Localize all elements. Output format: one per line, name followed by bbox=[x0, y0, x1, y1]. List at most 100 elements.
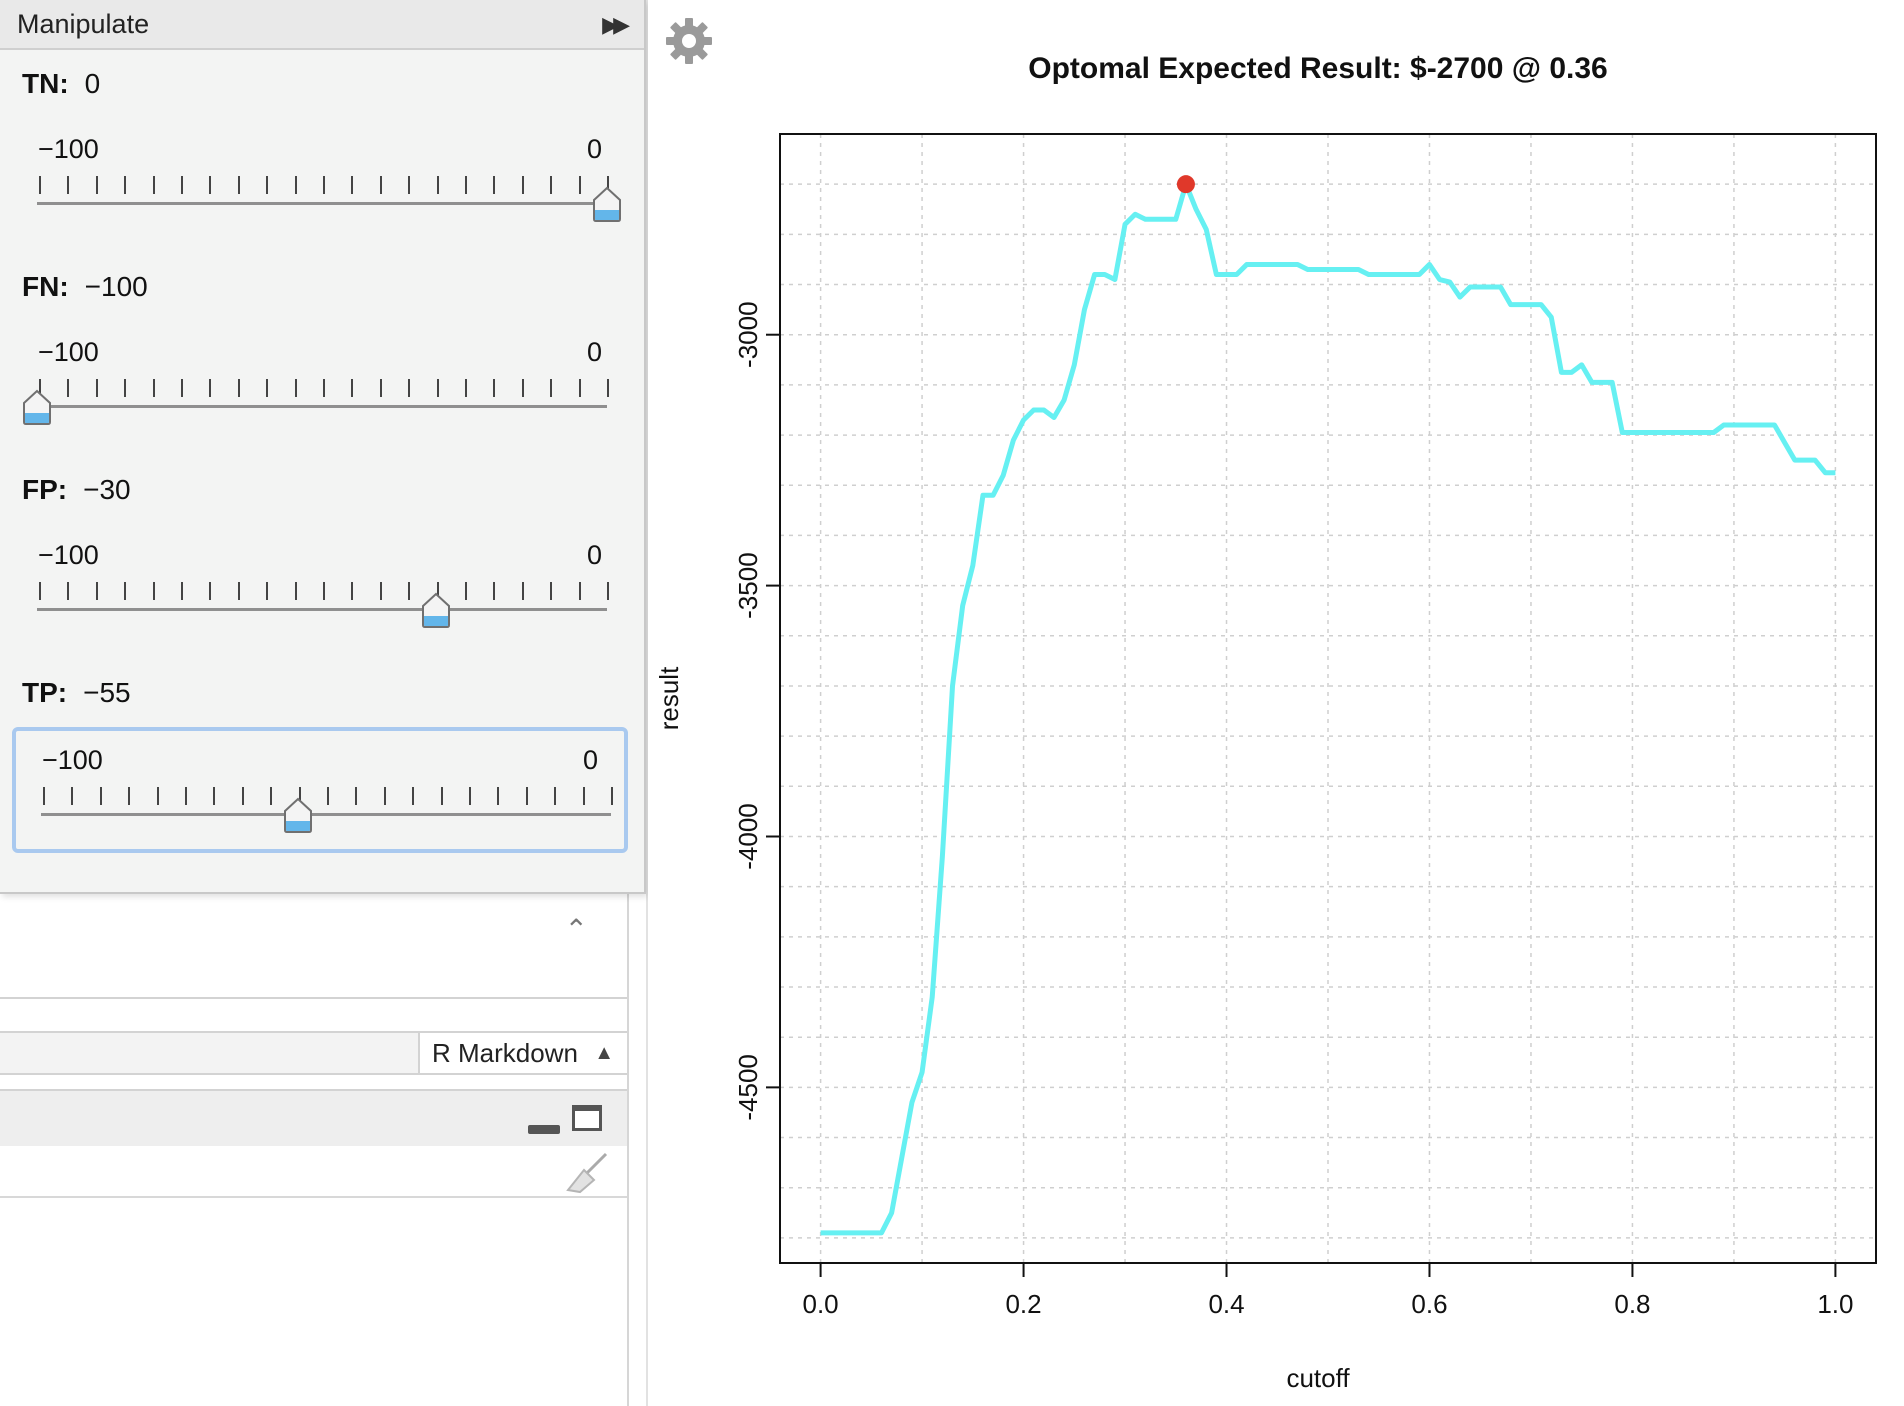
slider-tick bbox=[493, 176, 496, 194]
chart-title: Optomal Expected Result: $-2700 @ 0.36 bbox=[1028, 52, 1607, 85]
slider-tick bbox=[379, 176, 382, 194]
slider-ticks bbox=[39, 582, 609, 602]
slider-tick bbox=[185, 787, 187, 805]
slider-tick bbox=[351, 176, 354, 194]
slider-tick bbox=[465, 582, 467, 600]
slider-max-label: 0 bbox=[582, 745, 598, 775]
slider-tick bbox=[525, 787, 528, 805]
slider-tick bbox=[550, 582, 553, 600]
slider-tick bbox=[582, 787, 585, 805]
slider-tick bbox=[39, 176, 41, 194]
collapse-pane-icon[interactable]: ⌃ bbox=[564, 914, 588, 945]
slider-tn[interactable]: −100 0 bbox=[12, 120, 628, 246]
minimize-icon[interactable] bbox=[528, 1125, 560, 1134]
slider-tick bbox=[237, 379, 240, 397]
slider-tp[interactable]: −100 0 bbox=[12, 727, 628, 853]
slider-tick bbox=[294, 176, 297, 194]
slider-tick bbox=[379, 379, 382, 397]
left-pane-border bbox=[627, 893, 629, 1406]
slider-tick bbox=[493, 582, 496, 600]
slider-tick bbox=[611, 787, 613, 805]
slider-ticks bbox=[39, 379, 609, 399]
slider-tick bbox=[436, 379, 439, 397]
slider-tick bbox=[408, 176, 411, 194]
slider-fn[interactable]: −100 0 bbox=[12, 323, 628, 449]
slider-track[interactable] bbox=[37, 608, 607, 611]
slider-tick bbox=[152, 176, 155, 194]
slider-tick bbox=[124, 582, 127, 600]
slider-tick bbox=[270, 787, 273, 805]
slider-tick bbox=[39, 582, 41, 600]
slider-tick bbox=[578, 582, 581, 600]
document-type-select[interactable]: R Markdown ▲ bbox=[418, 1033, 628, 1073]
slider-tick bbox=[436, 582, 439, 600]
slider-track[interactable] bbox=[37, 202, 607, 205]
broom-icon[interactable] bbox=[562, 1150, 612, 1194]
slider-thumb[interactable] bbox=[421, 592, 451, 628]
slider-tick bbox=[521, 582, 524, 600]
slider-tick bbox=[412, 787, 415, 805]
slider-tick bbox=[156, 787, 159, 805]
slider-tick bbox=[383, 787, 386, 805]
slider-thumb[interactable] bbox=[22, 389, 52, 425]
control-label: FN: −100 bbox=[22, 271, 148, 303]
series-line bbox=[820, 181, 1836, 1236]
slider-tick bbox=[408, 582, 411, 600]
control-label: TP: −55 bbox=[22, 677, 131, 709]
slider-tick bbox=[152, 379, 155, 397]
slider-tick bbox=[578, 176, 581, 194]
slider-tick bbox=[550, 379, 553, 397]
slider-thumb[interactable] bbox=[592, 186, 622, 222]
slider-tick bbox=[241, 787, 244, 805]
control-label: TN: 0 bbox=[22, 68, 100, 100]
slider-tick bbox=[323, 379, 325, 397]
x-tick-label: 0.4 bbox=[1208, 1289, 1244, 1319]
double-chevron-right-icon[interactable]: ▶▶ bbox=[602, 12, 630, 37]
slider-tick bbox=[323, 582, 325, 600]
y-tick-label: -4000 bbox=[733, 803, 763, 870]
slider-fp[interactable]: −100 0 bbox=[12, 526, 628, 652]
optimum-point bbox=[1176, 175, 1195, 194]
slider-tick bbox=[294, 379, 297, 397]
slider-tick bbox=[67, 379, 70, 397]
manipulate-panel: Manipulate ▶▶ TN: 0 −100 0 FN: −100 −100 0 FP: −3… bbox=[0, 0, 646, 894]
result-chart: 0.0 0.2 0.4 0.6 0.8 1.0 -4500 -4000 -3500 -3000 Op… bbox=[654, 52, 1877, 1393]
slider-tick bbox=[95, 582, 98, 600]
control-name: FN: bbox=[22, 271, 69, 302]
slider-tick bbox=[327, 787, 329, 805]
maximize-icon[interactable] bbox=[572, 1105, 602, 1131]
slider-tick bbox=[209, 582, 212, 600]
slider-tick bbox=[209, 176, 212, 194]
console-pane-header bbox=[0, 1089, 628, 1149]
slider-tick bbox=[436, 176, 439, 194]
slider-max-label: 0 bbox=[586, 337, 602, 367]
control-name: TN: bbox=[22, 68, 69, 99]
control-value: −55 bbox=[83, 677, 131, 708]
console-toolbar bbox=[0, 1146, 628, 1198]
slider-tick bbox=[181, 379, 183, 397]
y-axis-label: result bbox=[654, 666, 684, 730]
slider-tick bbox=[465, 379, 467, 397]
slider-tick bbox=[67, 176, 70, 194]
slider-tick bbox=[323, 176, 325, 194]
control-name: TP: bbox=[22, 677, 68, 708]
slider-track[interactable] bbox=[41, 813, 611, 816]
slider-track[interactable] bbox=[37, 405, 607, 408]
slider-tick bbox=[408, 379, 411, 397]
slider-tick bbox=[493, 379, 496, 397]
slider-ticks bbox=[43, 787, 613, 807]
slider-tick bbox=[71, 787, 74, 805]
slider-max-label: 0 bbox=[586, 134, 602, 164]
slider-tick bbox=[294, 582, 297, 600]
slider-tick bbox=[95, 379, 98, 397]
control-value: 0 bbox=[84, 68, 101, 99]
slider-thumb[interactable] bbox=[283, 797, 313, 833]
slider-tick bbox=[209, 379, 212, 397]
slider-tick bbox=[128, 787, 131, 805]
gear-icon[interactable] bbox=[662, 14, 716, 68]
slider-tick bbox=[266, 379, 269, 397]
x-tick-label: 0.6 bbox=[1411, 1289, 1447, 1319]
pane-splitter[interactable] bbox=[646, 0, 648, 1406]
slider-tick bbox=[440, 787, 443, 805]
slider-tick bbox=[578, 379, 581, 397]
